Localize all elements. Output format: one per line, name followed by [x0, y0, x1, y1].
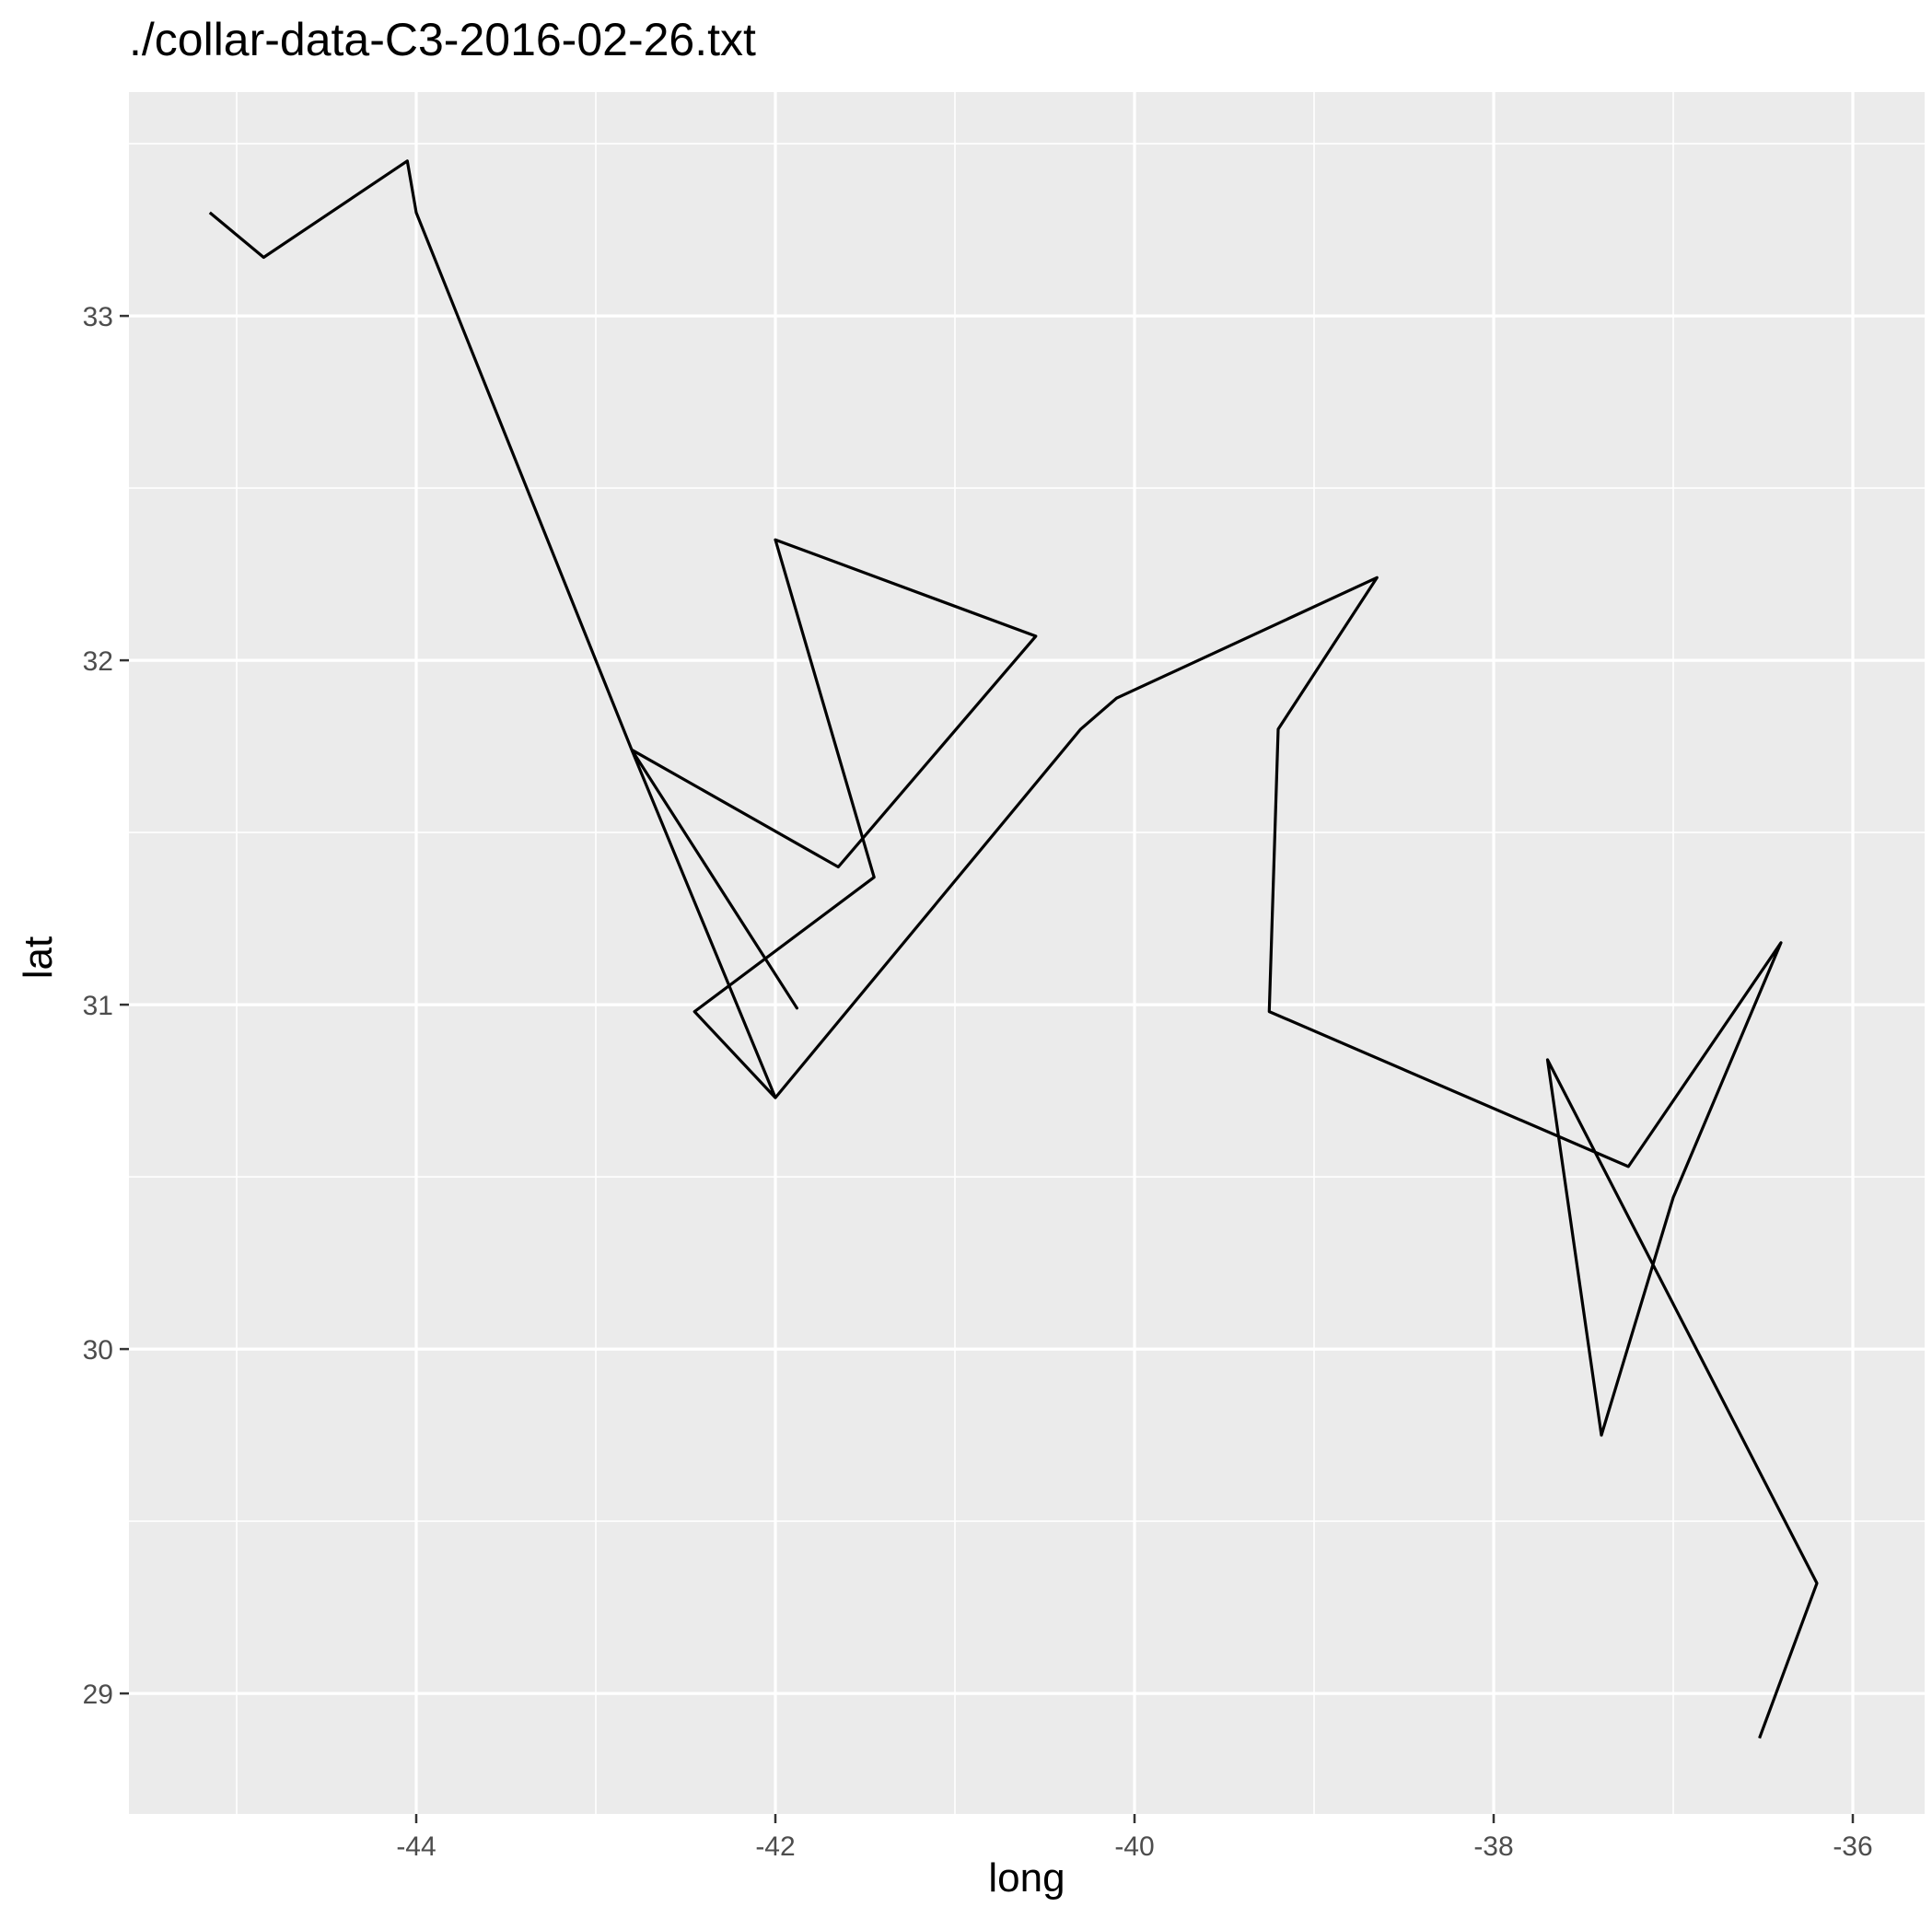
y-tick-label: 29 [83, 1680, 113, 1710]
x-tick-label: -40 [1114, 1831, 1154, 1862]
major-gridlines [129, 92, 1925, 1814]
plot-panel-background [129, 92, 1925, 1814]
x-axis-title: long [988, 1855, 1065, 1901]
minor-gridlines [129, 92, 1925, 1814]
x-axis-ticks: -44 -42 -40 -38 -36 [396, 1814, 1873, 1862]
x-tick-label: -38 [1473, 1831, 1513, 1862]
x-tick-label: -44 [396, 1831, 436, 1862]
y-tick-label: 33 [83, 302, 113, 332]
series-group [208, 159, 1819, 1739]
y-tick-label: 30 [83, 1335, 113, 1366]
y-tick-label: 32 [83, 646, 113, 677]
x-tick-label: -42 [755, 1831, 795, 1862]
series-line [208, 159, 1819, 1739]
chart-title: ./collar-data-C3-2016-02-26.txt [129, 14, 756, 65]
y-axis-title: lat [16, 936, 61, 980]
y-tick-label: 31 [83, 991, 113, 1021]
y-axis-ticks: 29 30 31 32 33 [83, 302, 129, 1710]
x-tick-label: -36 [1833, 1831, 1872, 1862]
